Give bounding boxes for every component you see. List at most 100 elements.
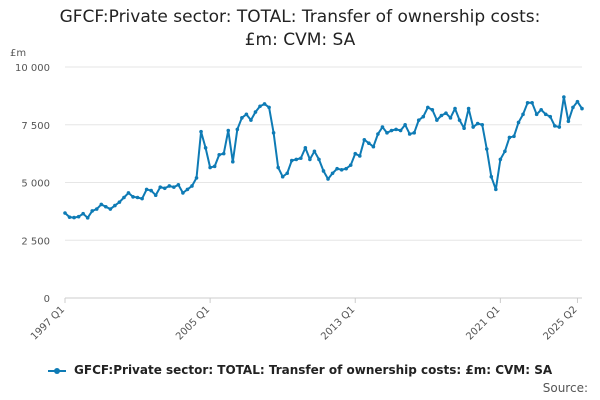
data-point[interactable] — [353, 151, 358, 156]
data-point[interactable] — [516, 120, 521, 125]
data-point[interactable] — [466, 106, 471, 111]
data-point[interactable] — [104, 204, 108, 209]
data-point[interactable] — [271, 131, 276, 135]
data-point[interactable] — [76, 214, 81, 219]
data-point[interactable] — [475, 121, 480, 126]
data-point[interactable] — [317, 157, 321, 162]
data-point[interactable] — [503, 149, 507, 154]
data-point[interactable] — [231, 159, 235, 164]
data-point[interactable] — [208, 165, 212, 170]
data-point[interactable] — [131, 195, 135, 199]
data-point[interactable] — [303, 146, 308, 150]
data-point[interactable] — [552, 124, 557, 128]
data-point[interactable] — [557, 125, 562, 129]
data-point[interactable] — [371, 144, 376, 149]
data-point[interactable] — [181, 191, 185, 195]
data-point[interactable] — [199, 129, 203, 134]
data-point[interactable] — [203, 146, 208, 150]
data-point[interactable] — [380, 125, 385, 129]
data-point[interactable] — [484, 147, 489, 151]
data-point[interactable] — [448, 116, 453, 120]
data-point[interactable] — [262, 102, 267, 106]
data-point[interactable] — [67, 215, 72, 219]
data-point[interactable] — [312, 149, 317, 154]
data-point[interactable] — [362, 137, 367, 142]
data-point[interactable] — [235, 127, 240, 132]
data-point[interactable] — [376, 132, 380, 136]
data-point[interactable] — [430, 107, 435, 112]
data-point[interactable] — [244, 112, 249, 117]
data-point[interactable] — [153, 193, 158, 197]
data-point[interactable] — [167, 184, 172, 188]
data-point[interactable] — [122, 195, 126, 200]
data-point[interactable] — [99, 202, 104, 207]
data-point[interactable] — [294, 157, 299, 162]
data-point[interactable] — [435, 118, 439, 122]
data-point[interactable] — [539, 107, 543, 112]
data-point[interactable] — [480, 122, 485, 127]
data-point[interactable] — [412, 131, 417, 135]
data-point[interactable] — [525, 101, 530, 105]
data-point[interactable] — [498, 157, 503, 162]
data-point[interactable] — [471, 125, 475, 129]
data-point[interactable] — [530, 101, 534, 105]
data-point[interactable] — [335, 166, 339, 171]
data-point[interactable] — [158, 185, 163, 189]
data-point[interactable] — [489, 174, 494, 179]
data-point[interactable] — [249, 118, 253, 122]
data-point[interactable] — [81, 211, 85, 216]
data-point[interactable] — [326, 177, 330, 181]
data-point[interactable] — [135, 195, 140, 200]
data-point[interactable] — [253, 110, 258, 114]
data-point[interactable] — [176, 183, 181, 187]
data-point[interactable] — [221, 151, 226, 156]
data-point[interactable] — [172, 185, 176, 189]
data-point[interactable] — [494, 187, 498, 192]
data-point[interactable] — [421, 114, 426, 119]
data-point[interactable] — [85, 216, 90, 220]
data-point[interactable] — [548, 114, 553, 119]
data-point[interactable] — [258, 104, 262, 109]
data-point[interactable] — [444, 111, 448, 115]
data-point[interactable] — [426, 105, 430, 110]
data-point[interactable] — [285, 171, 290, 176]
data-point[interactable] — [289, 158, 294, 163]
data-point[interactable] — [543, 112, 548, 117]
data-point[interactable] — [457, 118, 462, 122]
data-point[interactable] — [453, 106, 457, 111]
data-point[interactable] — [185, 187, 190, 192]
data-point[interactable] — [72, 215, 76, 220]
data-point[interactable] — [562, 95, 566, 99]
data-point[interactable] — [462, 126, 466, 131]
data-point[interactable] — [113, 203, 117, 208]
data-point[interactable] — [367, 141, 371, 146]
data-point[interactable] — [357, 154, 362, 158]
data-point[interactable] — [507, 135, 512, 140]
data-point[interactable] — [149, 188, 153, 193]
data-point[interactable] — [276, 165, 280, 170]
data-point[interactable] — [580, 106, 584, 111]
data-point[interactable] — [321, 169, 326, 173]
data-point[interactable] — [212, 164, 217, 169]
data-point[interactable] — [194, 176, 199, 180]
data-point[interactable] — [575, 99, 580, 104]
data-point[interactable] — [267, 105, 271, 110]
data-point[interactable] — [140, 196, 144, 201]
legend[interactable]: GFCF:Private sector: TOTAL: Transfer of … — [0, 363, 600, 377]
data-point[interactable] — [144, 187, 149, 192]
data-point[interactable] — [162, 186, 167, 191]
data-point[interactable] — [389, 128, 394, 133]
data-point[interactable] — [330, 171, 335, 176]
data-point[interactable] — [534, 112, 539, 117]
data-point[interactable] — [63, 211, 67, 215]
data-point[interactable] — [94, 207, 99, 211]
data-point[interactable] — [339, 167, 344, 172]
data-point[interactable] — [280, 174, 285, 179]
data-point[interactable] — [385, 131, 389, 135]
data-point[interactable] — [217, 152, 221, 157]
data-point[interactable] — [566, 119, 571, 124]
data-point[interactable] — [439, 113, 444, 118]
data-point[interactable] — [416, 118, 421, 122]
data-point[interactable] — [299, 156, 303, 161]
data-point[interactable] — [190, 184, 194, 188]
